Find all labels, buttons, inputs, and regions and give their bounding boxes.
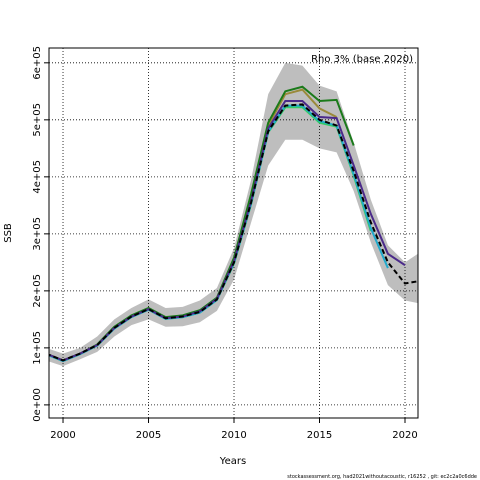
- y-tick-label: 6e+05: [32, 46, 43, 80]
- y-tick-label: 1e+05: [32, 331, 43, 365]
- y-tick-label: 3e+05: [32, 217, 43, 251]
- x-tick-label: 2020: [392, 430, 417, 441]
- series-line: [49, 103, 418, 362]
- annotation: Rho 3% (base 2020): [311, 54, 413, 65]
- confidence-band: [49, 62, 418, 367]
- y-tick-label: 0e+00: [32, 388, 43, 422]
- y-tick-label: 4e+05: [32, 160, 43, 194]
- x-axis-label: Years: [219, 456, 246, 467]
- x-tick-label: 2005: [136, 430, 161, 441]
- y-tick-label: 2e+05: [32, 274, 43, 308]
- x-tick-label: 2015: [307, 430, 332, 441]
- x-tick-label: 2010: [221, 430, 246, 441]
- plot-frame: [48, 47, 419, 419]
- plot-area: [49, 48, 418, 418]
- footer: stockassessment.org, had2021withoutacous…: [287, 474, 477, 480]
- x-tick-label: 2000: [50, 430, 75, 441]
- y-tick-label: 5e+05: [32, 103, 43, 137]
- y-axis-label: SSB: [3, 223, 14, 243]
